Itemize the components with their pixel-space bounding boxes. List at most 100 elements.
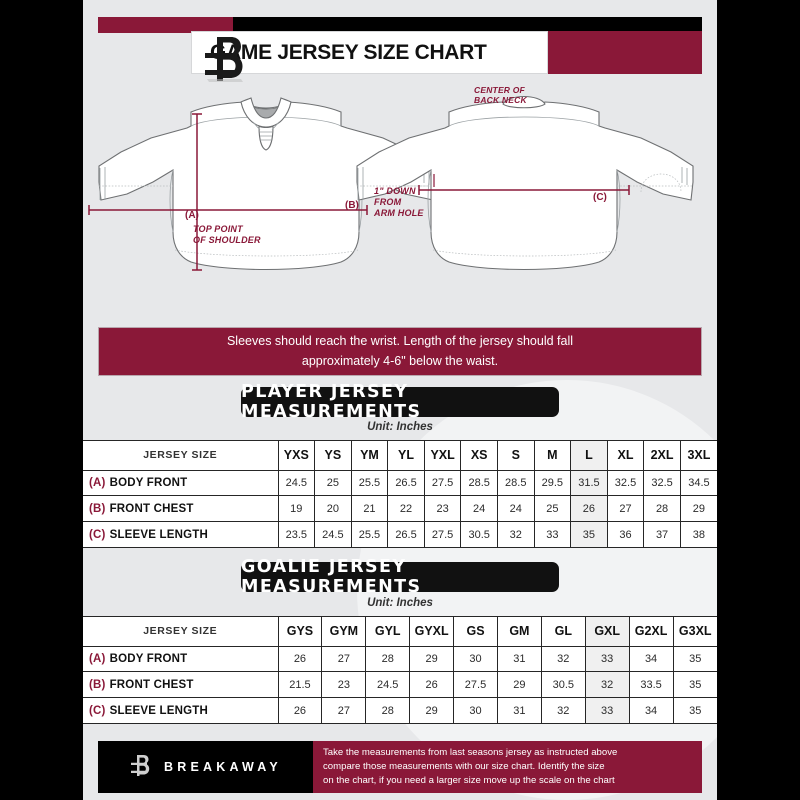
table-cell: 34 — [628, 697, 674, 724]
jersey-illustrations: .jo{ fill:#ffffff; stroke:#6e7072; strok… — [83, 82, 717, 312]
row-tag: (B) — [89, 678, 106, 691]
player-section-unit: Unit: Inches — [367, 421, 433, 433]
goalie-section-heading: GOALIE JERSEY MEASUREMENTS — [241, 557, 559, 597]
header-title-box: GAME JERSEY SIZE CHART — [191, 31, 548, 74]
table-header-row: JERSEY SIZE YXS YS YM YL YXL XS S M L XL 2XL 3XL — [83, 440, 717, 471]
table-cell: 29.5 — [533, 469, 572, 497]
row-label: (C) SLEEVE LENGTH — [83, 697, 279, 724]
table-cell: 29 — [409, 645, 455, 673]
breakaway-b-logo-icon-footer — [124, 750, 154, 785]
table-cell: 21 — [350, 495, 389, 523]
table-row: (A) BODY FRONT 24.5 25 25.5 26.5 27.5 28.5 28.5 2… — [83, 469, 717, 497]
footer-instructions-line3: on the chart, if you need a larger size … — [323, 775, 615, 787]
footer: BREAKAWAY Take the measurements from las… — [98, 741, 702, 793]
table-cell: 35 — [672, 697, 717, 724]
table-cell: 28.5 — [496, 469, 535, 497]
column-header-xl: XL — [606, 440, 645, 471]
table-row: (B) FRONT CHEST 21.5 23 24.5 26 27.5 29 30.5 32 33… — [83, 671, 717, 699]
row-label: (B) FRONT CHEST — [83, 495, 279, 523]
table-cell: 28 — [365, 645, 411, 673]
table-cell: 24.5 — [314, 521, 352, 548]
table-cell: 37 — [643, 521, 681, 548]
table-cell: 32.5 — [643, 469, 681, 497]
row-label: (A) BODY FRONT — [83, 645, 279, 673]
chest-dimension-line — [88, 205, 368, 215]
table-cell: 23.5 — [277, 521, 316, 548]
table-cell: 20 — [314, 495, 352, 523]
column-header-s: S — [496, 440, 535, 471]
table-cell: 24.5 — [277, 469, 316, 497]
table-cell: 25 — [314, 469, 352, 497]
table-cell: 26 — [277, 697, 323, 724]
table-cell: 30.5 — [540, 671, 586, 699]
table-row: (A) BODY FRONT 26 27 28 29 30 31 32 33 34 35 — [83, 645, 717, 673]
front-label-a-description: TOP POINT OF SHOULDER — [193, 224, 261, 245]
table-cell: 19 — [277, 495, 316, 523]
table-cell: 32 — [540, 697, 586, 724]
table-cell: 26.5 — [387, 469, 425, 497]
column-header-gxl: GXL — [584, 616, 630, 647]
player-section-heading: PLAYER JERSEY MEASUREMENTS — [241, 382, 559, 422]
table-row: (C) SLEEVE LENGTH 26 27 28 29 30 31 32 33 34 35 — [83, 697, 717, 724]
page-title: GAME JERSEY SIZE CHART — [210, 40, 487, 64]
column-header-yxl: YXL — [423, 440, 462, 471]
table-cell: 31 — [496, 645, 542, 673]
column-header-g2xl: G2XL — [628, 616, 674, 647]
table-cell: 35 — [672, 671, 717, 699]
column-header-xs: XS — [460, 440, 498, 471]
table-cell: 30.5 — [460, 521, 498, 548]
table-cell: 30 — [453, 697, 498, 724]
header-top-bar-accent — [98, 17, 233, 33]
table-cell: 29 — [409, 697, 455, 724]
table-row: (B) FRONT CHEST 19 20 21 22 23 24 24 25 26 27 28 29 — [83, 495, 717, 523]
table-cell: 28 — [365, 697, 411, 724]
header-title-accent-block — [526, 31, 702, 74]
table-cell: 32.5 — [606, 469, 645, 497]
footer-brand-name: BREAKAWAY — [164, 760, 282, 774]
table-cell: 27.5 — [423, 469, 462, 497]
table-cell: 26 — [409, 671, 455, 699]
back-label-c: (C) — [593, 192, 607, 203]
table-cell: 33 — [533, 521, 572, 548]
back-neck-note: CENTER OF BACK NECK — [474, 85, 527, 106]
column-header-yl: YL — [387, 440, 425, 471]
table-cell: 32 — [584, 671, 630, 699]
table-cell: 30 — [453, 645, 498, 673]
table-cell: 38 — [679, 521, 717, 548]
table-cell: 26 — [570, 495, 608, 523]
column-header-gym: GYM — [321, 616, 367, 647]
table-cell: 25 — [533, 495, 572, 523]
table-cell: 25.5 — [350, 521, 389, 548]
column-header-gyxl: GYXL — [409, 616, 455, 647]
header-top-bar — [98, 17, 702, 33]
instruction-banner-line1: Sleeves should reach the wrist. Length o… — [226, 334, 574, 349]
goalie-section-unit: Unit: Inches — [367, 597, 433, 609]
table-cell: 24 — [460, 495, 498, 523]
table-row: (C) SLEEVE LENGTH 23.5 24.5 25.5 26.5 27.5 30.5… — [83, 521, 717, 548]
table-corner-label: JERSEY SIZE — [83, 440, 279, 471]
column-header-gm: GM — [496, 616, 542, 647]
table-cell: 33 — [584, 697, 630, 724]
column-header-g3xl: G3XL — [672, 616, 717, 647]
row-label: (C) SLEEVE LENGTH — [83, 521, 279, 548]
table-cell: 36 — [606, 521, 645, 548]
column-header-gyl: GYL — [365, 616, 411, 647]
row-tag: (C) — [89, 528, 106, 541]
footer-instructions-line2: compare those measurements with our size… — [323, 760, 605, 772]
table-cell: 28 — [643, 495, 681, 523]
row-tag: (A) — [89, 653, 106, 666]
table-cell: 25.5 — [350, 469, 389, 497]
back-jersey-drawing — [356, 95, 694, 271]
column-header-m: M — [533, 440, 572, 471]
table-cell: 29 — [496, 671, 542, 699]
row-tag: (A) — [89, 477, 106, 490]
table-cell: 27 — [321, 697, 367, 724]
row-label: (A) BODY FRONT — [83, 469, 279, 497]
front-label-b: (B) — [345, 200, 359, 211]
goalie-measurements-table: JERSEY SIZE GYS GYM GYL GYXL GS GM GL GXL G2XL G3X… — [83, 616, 717, 724]
table-cell: 27.5 — [453, 671, 498, 699]
instruction-banner: Sleeves should reach the wrist. Length o… — [98, 327, 702, 376]
table-cell: 32 — [540, 645, 586, 673]
column-header-gl: GL — [540, 616, 586, 647]
table-header-row: JERSEY SIZE GYS GYM GYL GYXL GS GM GL GXL G2XL G3X… — [83, 616, 717, 647]
